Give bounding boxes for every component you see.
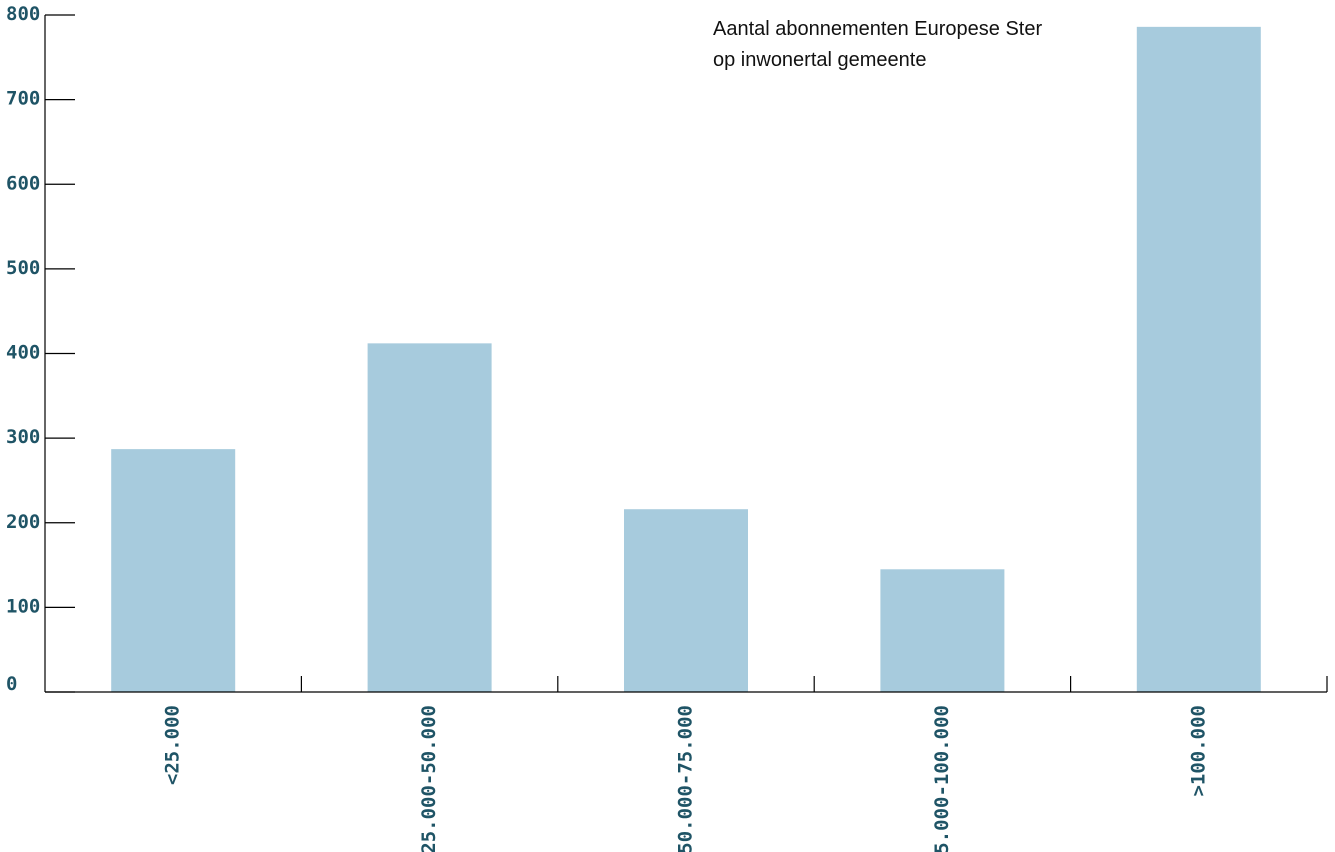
bar-4 [1136,26,1261,693]
bar-1 [367,343,492,692]
x-ticks [300,676,1328,692]
chart-title: Aantal abonnementen Europese Ster op inw… [713,18,1048,71]
y-tick-label: 100 [6,595,40,617]
x-tick-label: 25.000-50.000 [418,705,440,852]
chart-title-line-2: op inwonertal gemeente [713,49,926,71]
bar-0 [111,449,236,692]
y-tick-label: 600 [6,172,40,194]
y-ticks: 0 100 200 300 400 500 600 700 800 [6,3,75,695]
y-tick-label: 200 [6,511,40,533]
bars-layer [111,26,1261,693]
y-tick-label: 800 [6,3,40,25]
y-tick-label: 400 [6,342,40,364]
y-tick-label: 0 [6,673,17,695]
chart-title-line-1: Aantal abonnementen Europese Ster [713,18,1042,40]
bar-3 [880,569,1005,692]
y-tick-label: 300 [6,426,40,448]
bar-2 [624,509,748,692]
x-tick-labels: <25.000 25.000-50.000 50.000-75.000 75.000-… [162,705,1210,852]
y-tick-label: 500 [6,257,40,279]
x-tick-label: 50.000-75.000 [675,705,697,852]
x-tick-label: >100.000 [1187,705,1209,797]
x-tick-label: 75.000-100.000 [931,705,953,852]
y-tick-label: 700 [6,88,40,110]
x-tick-label: <25.000 [162,705,184,785]
